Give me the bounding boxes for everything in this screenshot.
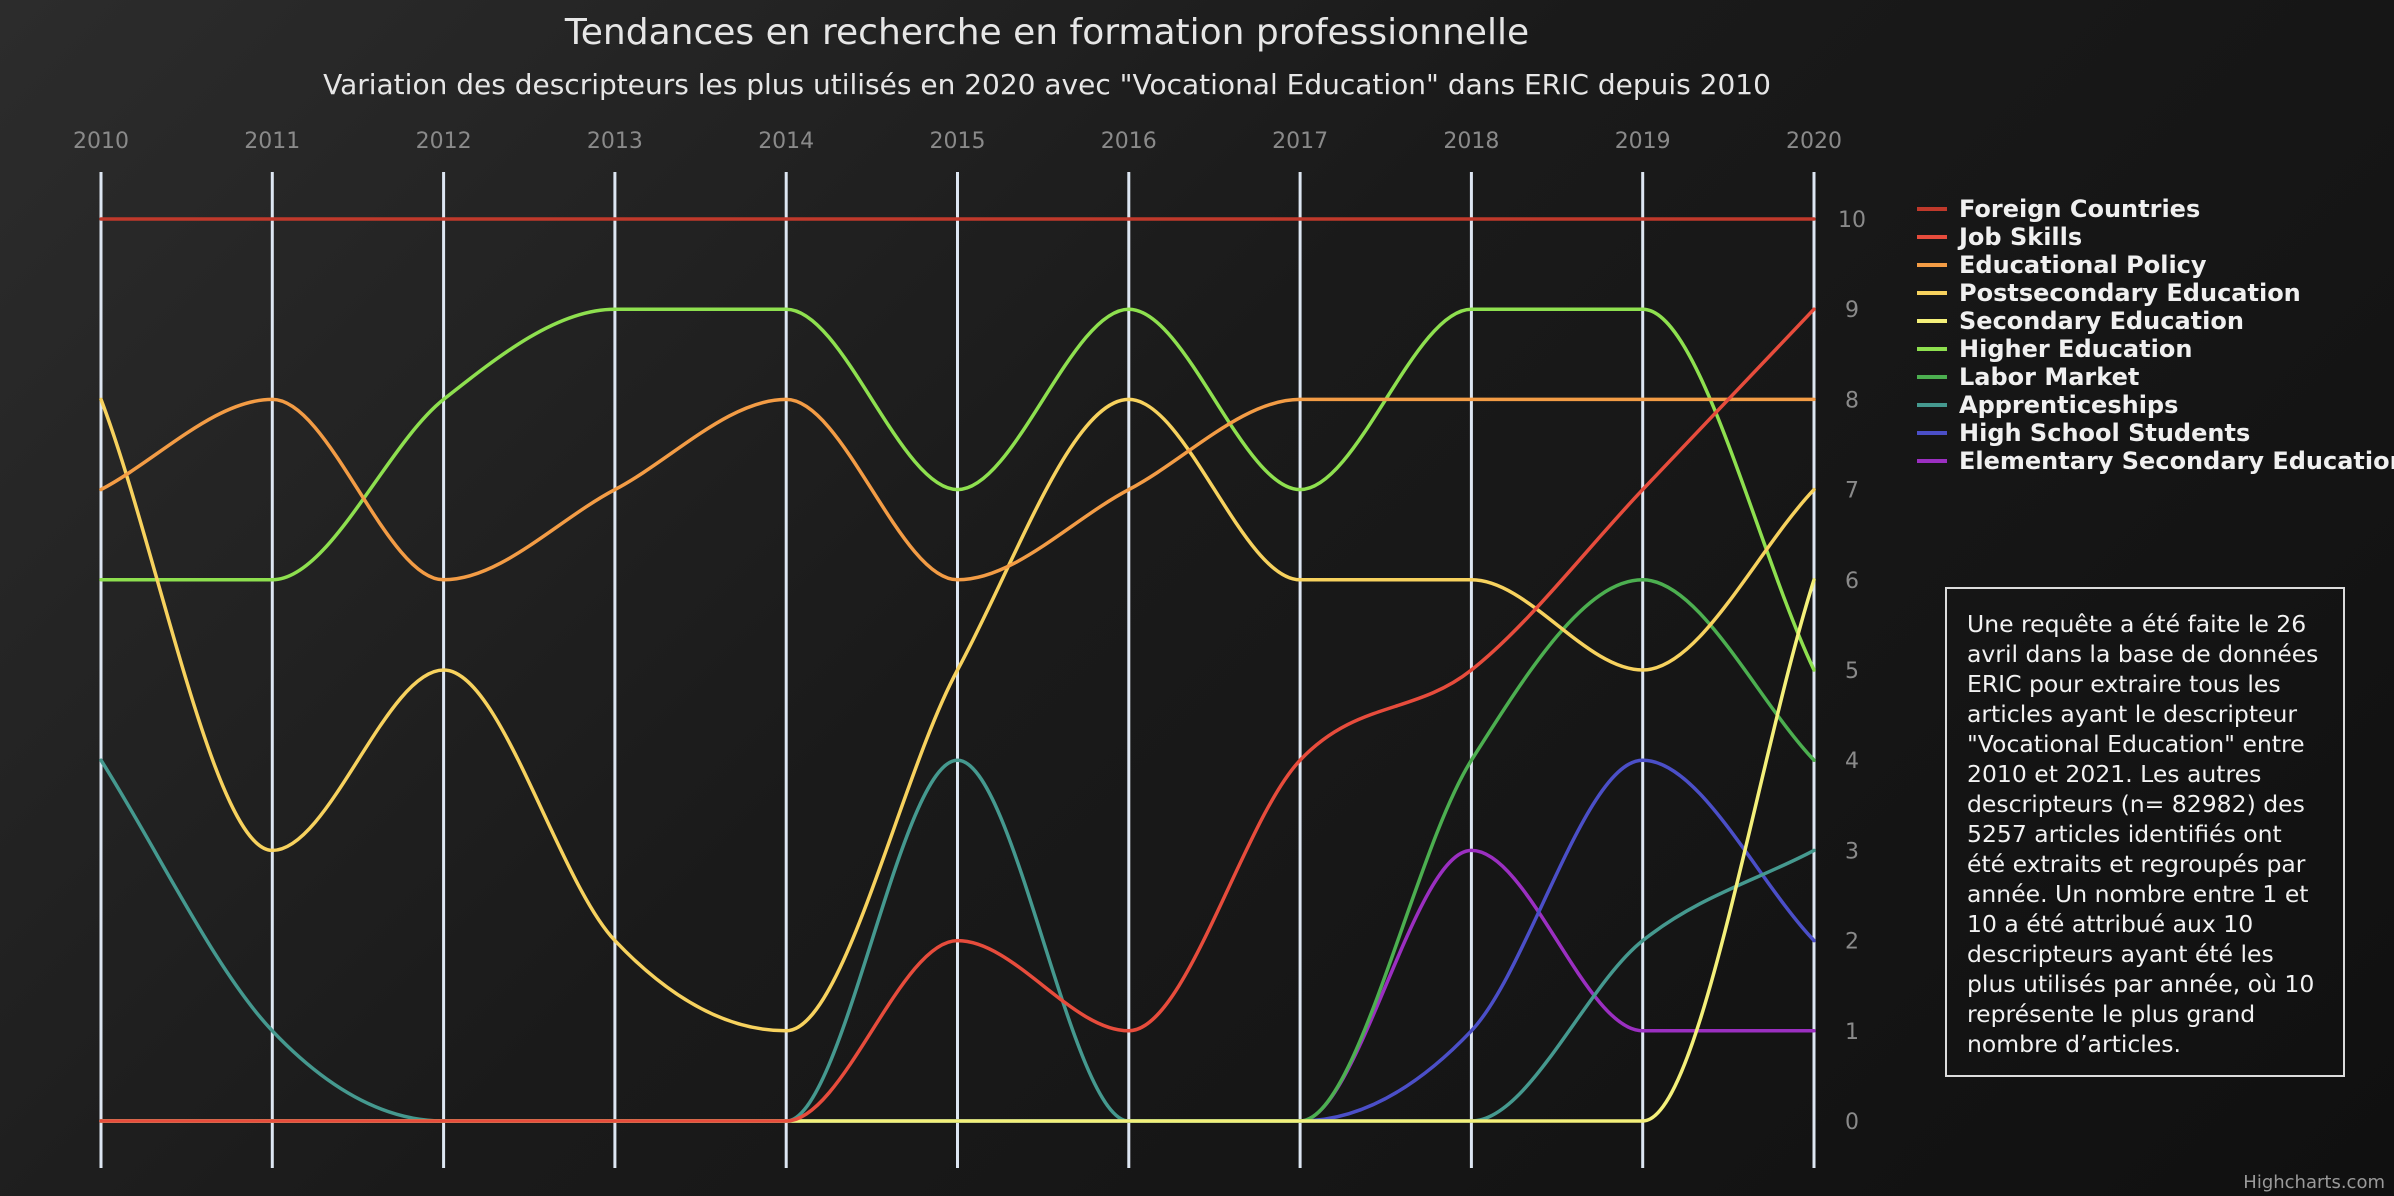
series-line-apprenticeships[interactable] — [99, 758, 1816, 1123]
series-lines — [99, 217, 1816, 1123]
y-tick-label: 2 — [1845, 930, 1859, 955]
y-tick-label: 9 — [1845, 298, 1859, 323]
x-axis-ticks: 2010 2011 2012 2013 2014 2015 2016 2017 2018 2019… — [73, 129, 1842, 154]
legend-item-labor-market[interactable]: Labor Market — [1917, 363, 2139, 391]
x-tick-label: 2019 — [1615, 129, 1671, 154]
y-axis-ticks: 0 1 2 3 4 5 6 7 8 9 10 — [1838, 208, 1866, 1135]
y-tick-label: 10 — [1838, 208, 1866, 233]
series-line-postsecondary-education[interactable] — [99, 397, 1816, 1033]
legend-item-elementary-secondary-education[interactable]: Elementary Secondary Education — [1917, 447, 2394, 475]
legend-label: Labor Market — [1959, 363, 2139, 391]
chart-subtitle: Variation des descripteurs les plus util… — [323, 68, 1771, 101]
x-tick-label: 2020 — [1786, 129, 1842, 154]
x-tick-label: 2013 — [587, 129, 643, 154]
x-tick-label: 2018 — [1443, 129, 1499, 154]
y-tick-label: 3 — [1845, 839, 1859, 864]
legend-label: High School Students — [1959, 419, 2250, 447]
y-tick-label: 8 — [1845, 388, 1859, 413]
legend-label: Foreign Countries — [1959, 195, 2200, 223]
legend-item-postsecondary-education[interactable]: Postsecondary Education — [1917, 279, 2301, 307]
legend-item-educational-policy[interactable]: Educational Policy — [1917, 251, 2207, 279]
legend-item-job-skills[interactable]: Job Skills — [1917, 223, 2082, 251]
annotation-note-text: Une requête a été faite le 26 avril dans… — [1967, 610, 2319, 1058]
chart-title: Tendances en recherche en formation prof… — [564, 12, 1529, 53]
x-tick-label: 2017 — [1272, 129, 1328, 154]
legend-label: Elementary Secondary Education — [1959, 447, 2394, 475]
y-tick-label: 7 — [1845, 479, 1859, 504]
annotation-note-box: Une requête a été faite le 26 avril dans… — [1945, 587, 2345, 1077]
y-tick-label: 1 — [1845, 1020, 1859, 1045]
legend-label: Secondary Education — [1959, 307, 2244, 335]
x-tick-label: 2015 — [930, 129, 986, 154]
x-tick-label: 2010 — [73, 129, 129, 154]
y-tick-label: 0 — [1845, 1110, 1859, 1135]
legend-item-higher-education[interactable]: Higher Education — [1917, 335, 2192, 363]
y-tick-label: 5 — [1845, 659, 1859, 684]
credits-link[interactable]: Highcharts.com — [2243, 1172, 2385, 1193]
series-line-educational-policy[interactable] — [99, 397, 1816, 582]
legend-label: Apprenticeships — [1959, 391, 2178, 419]
x-tick-label: 2014 — [758, 129, 814, 154]
x-tick-label: 2016 — [1101, 129, 1157, 154]
legend-item-secondary-education[interactable]: Secondary Education — [1917, 307, 2244, 335]
legend-item-high-school-students[interactable]: High School Students — [1917, 419, 2250, 447]
legend-item-foreign-countries[interactable]: Foreign Countries — [1917, 195, 2200, 223]
y-tick-label: 6 — [1845, 569, 1859, 594]
y-tick-label: 4 — [1845, 749, 1859, 774]
series-line-higher-education[interactable] — [99, 307, 1816, 672]
x-tick-label: 2011 — [244, 129, 300, 154]
legend-label: Job Skills — [1957, 223, 2082, 251]
legend-label: Educational Policy — [1959, 251, 2207, 279]
legend-label: Higher Education — [1959, 335, 2192, 363]
legend-item-apprenticeships[interactable]: Apprenticeships — [1917, 391, 2178, 419]
x-tick-label: 2012 — [416, 129, 472, 154]
series-line-job-skills[interactable] — [99, 307, 1816, 1123]
legend-label: Postsecondary Education — [1959, 279, 2301, 307]
